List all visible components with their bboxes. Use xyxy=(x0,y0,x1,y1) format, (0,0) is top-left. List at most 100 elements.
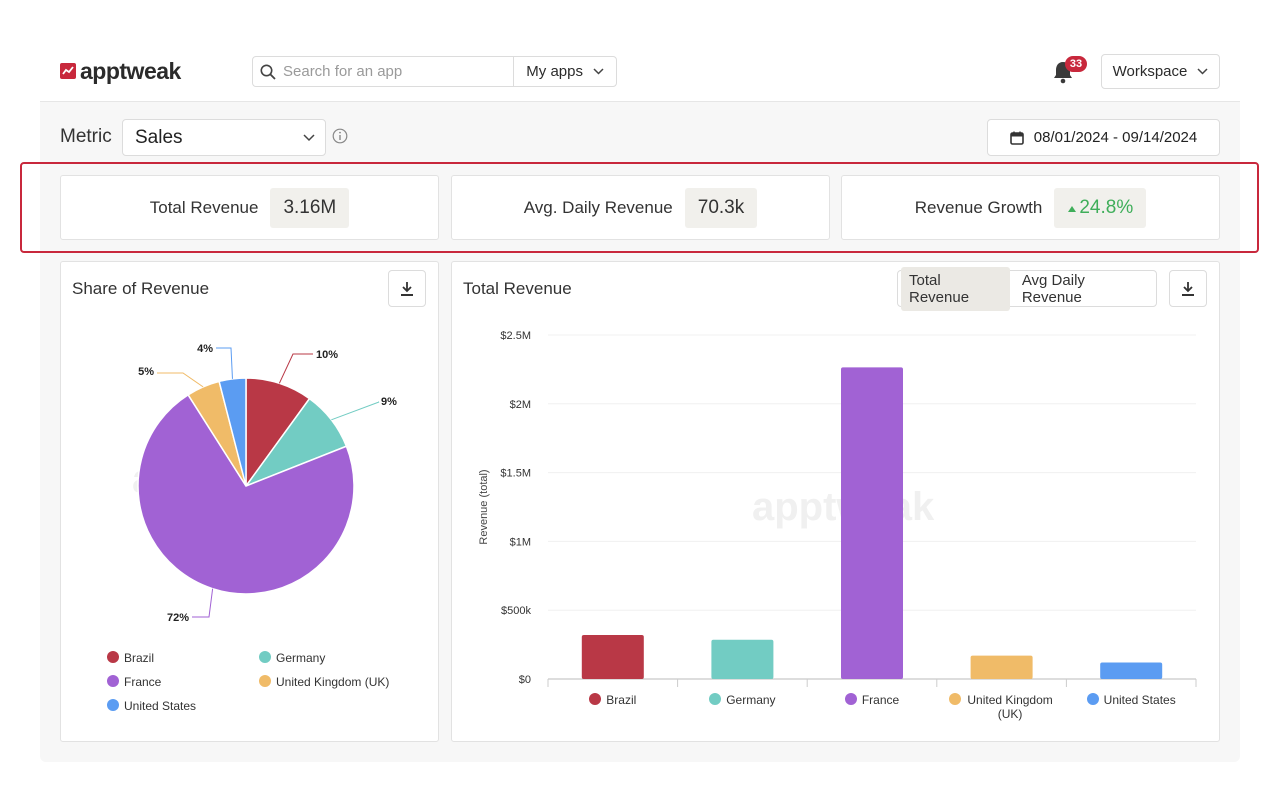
my-apps-label: My apps xyxy=(526,63,583,80)
kpi-value: 70.3k xyxy=(684,187,758,228)
pie-data-label: 9% xyxy=(381,396,397,408)
bar-legend-item[interactable]: United States xyxy=(1076,693,1186,707)
kpi-avg-daily-revenue: Avg. Daily Revenue 70.3k xyxy=(451,175,830,240)
revenue-bar-chart: apptweak $0$500k$1M$1.5M$2M$2.5M Revenue… xyxy=(478,330,1197,687)
download-bar-button[interactable] xyxy=(1169,270,1207,307)
pie-data-label: 72% xyxy=(167,612,189,624)
legend-swatch xyxy=(709,693,722,705)
pie-slice-france[interactable] xyxy=(137,393,355,595)
revenue-view-toggle: Total Revenue Avg Daily Revenue xyxy=(897,266,1157,311)
pie-legend-item[interactable]: Germany xyxy=(259,651,325,665)
download-icon xyxy=(1182,282,1194,296)
toggle-total-revenue[interactable]: Total Revenue xyxy=(901,266,1010,311)
logo-text: apptweak xyxy=(80,57,181,84)
bar-legend-item[interactable]: Brazil xyxy=(558,693,668,707)
legend-swatch xyxy=(107,675,119,687)
bar-united-kingdom-uk[interactable] xyxy=(970,655,1033,679)
metric-value: Sales xyxy=(135,126,183,148)
legend-swatch xyxy=(259,651,271,663)
toggle-avg-daily-revenue[interactable]: Avg Daily Revenue xyxy=(1021,271,1085,306)
kpi-label: Revenue Growth xyxy=(914,197,1043,217)
search-input[interactable] xyxy=(283,63,513,80)
workspace-dropdown[interactable]: Workspace xyxy=(1101,54,1220,89)
date-range-value: 08/01/2024 - 09/14/2024 xyxy=(1033,129,1198,146)
total-revenue-panel: Total Revenue Total Revenue Avg Daily Re… xyxy=(451,261,1220,742)
my-apps-dropdown[interactable]: My apps xyxy=(513,57,616,86)
share-of-revenue-panel: Share of Revenue apptweak 10%9%72%5%4% B… xyxy=(60,261,439,742)
kpi-highlight-frame xyxy=(20,162,1259,253)
legend-swatch xyxy=(589,693,602,705)
calendar-icon xyxy=(1009,131,1024,145)
pie-data-label: 4% xyxy=(197,343,213,355)
metric-select[interactable]: Sales xyxy=(122,119,326,156)
legend-label: Germany xyxy=(726,693,776,707)
bar-brazil[interactable] xyxy=(581,634,644,679)
bar-united-states[interactable] xyxy=(1100,662,1163,679)
y-axis-label: Revenue (total) xyxy=(478,469,490,544)
legend-swatch xyxy=(844,693,857,705)
pie-legend-item[interactable]: United Kingdom (UK) xyxy=(259,675,389,689)
trend-up-icon xyxy=(1068,205,1077,212)
chevron-down-icon xyxy=(1197,68,1208,75)
legend-label: Brazil xyxy=(606,693,637,707)
legend-label: United States xyxy=(1103,693,1176,707)
legend-swatch xyxy=(259,675,271,687)
metric-label: Metric xyxy=(60,126,112,147)
pie-legend-item[interactable]: France xyxy=(107,675,161,689)
bar-france[interactable] xyxy=(841,367,903,679)
legend-swatch xyxy=(1086,693,1099,705)
pie-data-label: 5% xyxy=(138,366,154,378)
y-tick-label: $1M xyxy=(510,536,531,548)
y-tick-label: $1.5M xyxy=(500,468,531,480)
bar-legend-item[interactable]: Germany xyxy=(687,693,797,707)
apptweak-logo[interactable]: apptweak xyxy=(60,57,181,85)
legend-swatch xyxy=(107,651,119,663)
download-pie-button[interactable] xyxy=(388,270,426,307)
y-tick-label: $0 xyxy=(519,674,531,686)
app-search: My apps xyxy=(252,56,617,87)
app-window: apptweak My apps 33 Workspace Metric Sal… xyxy=(20,40,1259,762)
pie-label-connector xyxy=(278,353,313,384)
kpi-label: Avg. Daily Revenue xyxy=(523,197,673,217)
legend-label: Germany xyxy=(276,651,326,665)
y-tick-label: $2.5M xyxy=(500,330,531,342)
date-range-picker[interactable]: 08/01/2024 - 09/14/2024 xyxy=(987,119,1220,156)
legend-swatch xyxy=(949,693,962,705)
pie-label-connector xyxy=(216,347,233,379)
download-icon xyxy=(401,282,413,296)
pie-label-connector xyxy=(157,372,204,388)
pie-label-connector xyxy=(331,401,380,421)
kpi-value: 3.16M xyxy=(270,187,350,228)
legend-label: France xyxy=(861,693,900,707)
y-tick-label: $500k xyxy=(501,605,531,617)
pie-data-label: 10% xyxy=(316,349,338,361)
top-bar: apptweak My apps 33 Workspace xyxy=(40,40,1240,102)
bar-legend-item[interactable]: France xyxy=(817,693,927,707)
kpi-value: 24.8% xyxy=(1054,187,1147,228)
bar-legend-item[interactable]: United Kingdom (UK) xyxy=(947,693,1057,721)
share-pie-chart: apptweak 10%9%72%5%4% xyxy=(132,343,397,624)
pie-label-connector xyxy=(192,588,214,618)
chevron-down-icon xyxy=(593,68,604,75)
legend-label: Brazil xyxy=(124,651,155,665)
kpi-total-revenue: Total Revenue 3.16M xyxy=(60,175,439,240)
kpi-label: Total Revenue xyxy=(149,197,259,217)
y-tick-label: $2M xyxy=(510,399,531,411)
pie-legend-item[interactable]: Brazil xyxy=(107,651,154,665)
legend-label: United States xyxy=(124,699,197,713)
panel-title: Total Revenue xyxy=(463,279,572,298)
kpi-revenue-growth: Revenue Growth 24.8% xyxy=(841,175,1220,240)
pie-legend-item[interactable]: United States xyxy=(107,699,196,713)
panel-title: Share of Revenue xyxy=(72,279,210,298)
legend-label: France xyxy=(124,675,162,689)
chevron-down-icon xyxy=(303,133,315,141)
workspace-label: Workspace xyxy=(1112,63,1188,80)
growth-value: 24.8% xyxy=(1079,196,1134,218)
legend-label: United Kingdom (UK) xyxy=(276,675,390,689)
legend-swatch xyxy=(107,699,119,711)
notification-count-badge: 33 xyxy=(1065,56,1087,72)
info-icon[interactable] xyxy=(332,128,348,149)
search-icon xyxy=(253,64,283,80)
bar-germany[interactable] xyxy=(711,639,774,679)
logo-trend-icon xyxy=(60,63,76,79)
